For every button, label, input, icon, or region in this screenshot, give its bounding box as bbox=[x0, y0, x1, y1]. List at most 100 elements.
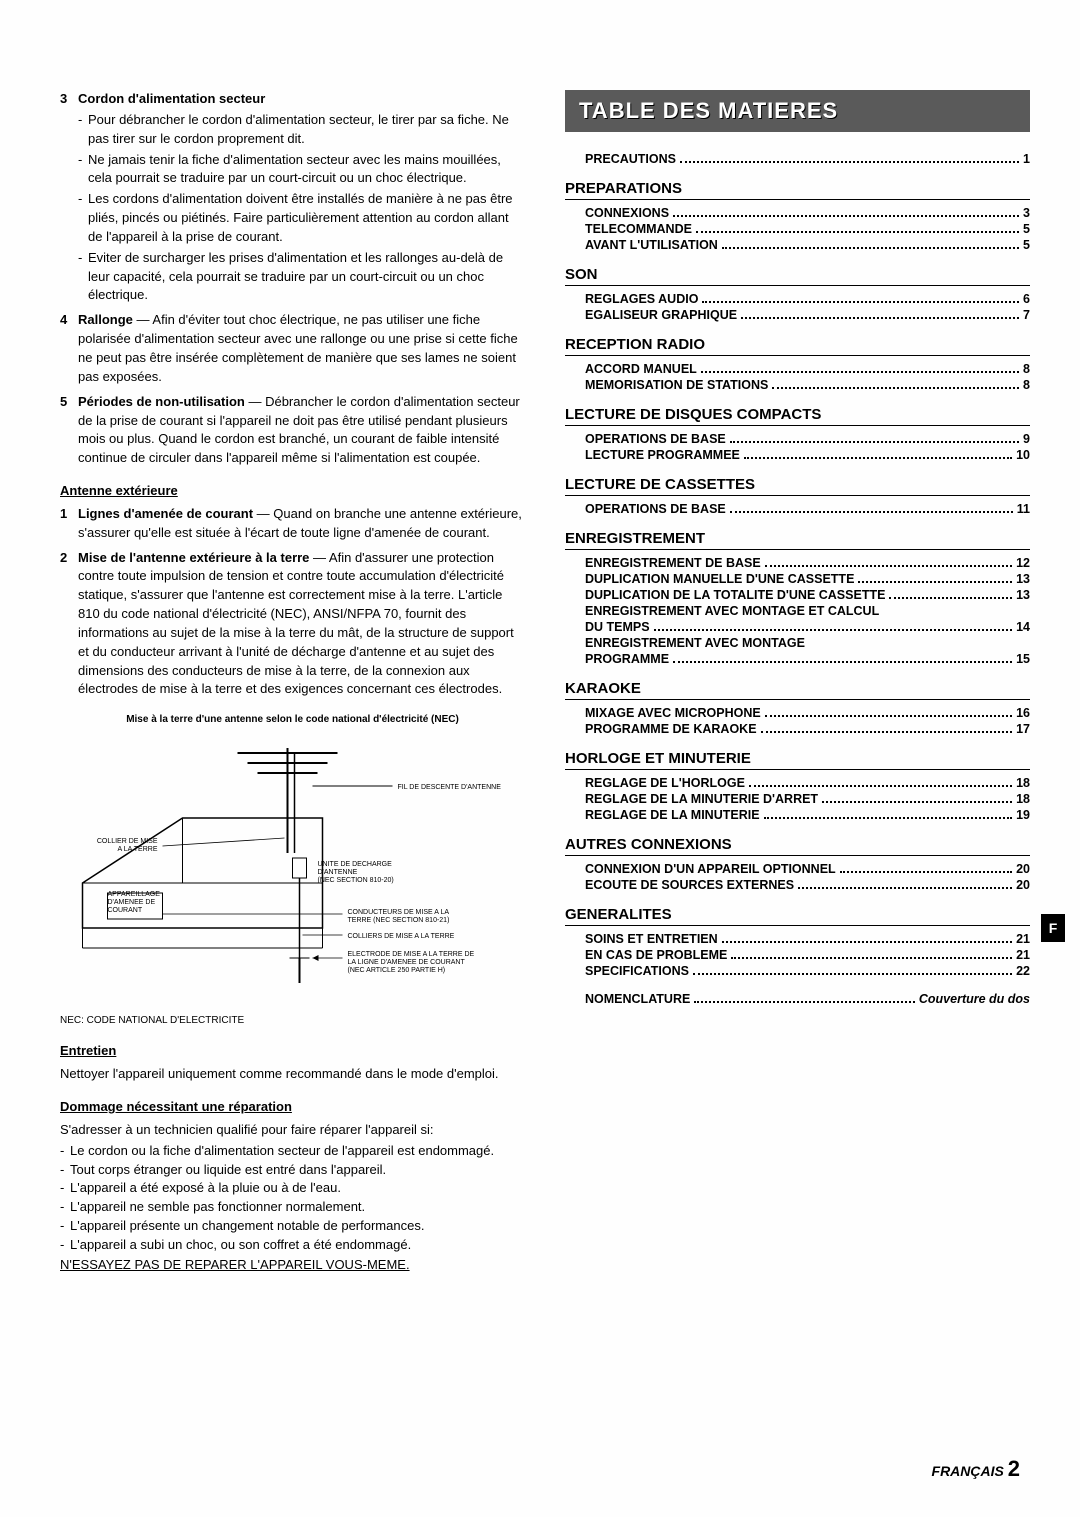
reparation-text: Tout corps étranger ou liquide est entré… bbox=[70, 1161, 386, 1180]
toc-dots bbox=[858, 581, 1012, 583]
toc-page: 22 bbox=[1016, 964, 1030, 978]
toc-title: TABLE DES MATIERES bbox=[579, 98, 838, 123]
toc-section: HORLOGE ET MINUTERIE REGLAGE DE L'HORLOGE… bbox=[565, 750, 1030, 822]
toc-line: LECTURE PROGRAMMEE10 bbox=[565, 448, 1030, 462]
item-title: Mise de l'antenne extérieure à la terre bbox=[78, 550, 309, 565]
toc-dots bbox=[694, 1001, 915, 1003]
diagram-caption: Mise à la terre d'une antenne selon le c… bbox=[60, 713, 525, 728]
toc-page: 16 bbox=[1016, 706, 1030, 720]
toc-section-title: PREPARATIONS bbox=[565, 180, 1030, 200]
toc-page: 21 bbox=[1016, 932, 1030, 946]
item-rest: — Afin d'éviter tout choc électrique, ne… bbox=[78, 312, 518, 384]
toc-line: OPERATIONS DE BASE11 bbox=[565, 502, 1030, 516]
toc-line: ENREGISTREMENT DE BASE12 bbox=[565, 556, 1030, 570]
item-number: 3 bbox=[60, 90, 78, 305]
toc-line: PROGRAMME DE KARAOKE17 bbox=[565, 722, 1030, 736]
toc-dots bbox=[749, 785, 1012, 787]
toc-label: MEMORISATION DE STATIONS bbox=[585, 378, 768, 392]
item-number: 1 bbox=[60, 505, 78, 543]
language-tab: F bbox=[1041, 914, 1065, 942]
toc-precautions: PRECAUTIONS 1 bbox=[565, 152, 1030, 166]
sub-item-text: Pour débrancher le cordon d'alimentation… bbox=[88, 111, 525, 149]
toc-label: TELECOMMANDE bbox=[585, 222, 692, 236]
toc-dots bbox=[673, 661, 1012, 663]
toc-dots bbox=[730, 511, 1013, 513]
item-title: Cordon d'alimentation secteur bbox=[78, 91, 265, 106]
sub-item-text: Ne jamais tenir la fiche d'alimentation … bbox=[88, 151, 525, 189]
toc-page: 1 bbox=[1023, 152, 1030, 166]
numbered-item: 1Lignes d'amenée de courant — Quand on b… bbox=[60, 505, 525, 543]
toc-line: SOINS ET ENTRETIEN 21 bbox=[565, 932, 1030, 946]
reparation-heading: Dommage nécessitant une réparation bbox=[60, 1098, 525, 1117]
toc-section-title: HORLOGE ET MINUTERIE bbox=[565, 750, 1030, 770]
toc-dots bbox=[761, 731, 1013, 733]
toc-dots bbox=[680, 161, 1019, 163]
toc-page: 8 bbox=[1023, 378, 1030, 392]
toc-dots bbox=[765, 565, 1012, 567]
dash: - bbox=[60, 1142, 70, 1161]
toc-label: EGALISEUR GRAPHIQUE bbox=[585, 308, 737, 322]
svg-text:LA LIGNE D'AMENEE DE COURANT: LA LIGNE D'AMENEE DE COURANT bbox=[348, 959, 466, 966]
numbered-item: 2Mise de l'antenne extérieure à la terre… bbox=[60, 549, 525, 700]
toc-line: DUPLICATION DE LA TOTALITE D'UNE CASSETT… bbox=[565, 588, 1030, 602]
toc-page: 5 bbox=[1023, 222, 1030, 236]
toc-label: ENREGISTREMENT AVEC MONTAGE bbox=[585, 636, 805, 650]
toc-section: LECTURE DE DISQUES COMPACTSOPERATIONS DE… bbox=[565, 406, 1030, 462]
item-number: 2 bbox=[60, 549, 78, 700]
reparation-intro: S'adresser à un technicien qualifié pour… bbox=[60, 1121, 525, 1140]
toc-label: PROGRAMME bbox=[585, 652, 669, 666]
toc-dots bbox=[741, 317, 1019, 319]
dash: - bbox=[60, 1179, 70, 1198]
toc-line: REGLAGE DE LA MINUTERIE D'ARRET18 bbox=[565, 792, 1030, 806]
toc-section-title: RECEPTION RADIO bbox=[565, 336, 1030, 356]
svg-text:UNITE DE DECHARGE: UNITE DE DECHARGE bbox=[318, 861, 393, 868]
toc-label: REGLAGE DE LA MINUTERIE bbox=[585, 808, 760, 822]
toc-label: MIXAGE AVEC MICROPHONE bbox=[585, 706, 761, 720]
toc-section: KARAOKEMIXAGE AVEC MICROPHONE16PROGRAMME… bbox=[565, 680, 1030, 736]
toc-dots bbox=[673, 215, 1019, 217]
toc-label: NOMENCLATURE bbox=[585, 992, 690, 1006]
numbered-item: 5Périodes de non-utilisation — Débranche… bbox=[60, 393, 525, 468]
toc-page: 18 bbox=[1016, 776, 1030, 790]
sub-item: -Eviter de surcharger les prises d'alime… bbox=[78, 249, 525, 306]
reparation-text: L'appareil a subi un choc, ou son coffre… bbox=[70, 1236, 411, 1255]
page-footer: FRANÇAIS 2 bbox=[932, 1456, 1020, 1482]
toc-page: 20 bbox=[1016, 862, 1030, 876]
toc-line: REGLAGE DE L'HORLOGE18 bbox=[565, 776, 1030, 790]
toc-page: 19 bbox=[1016, 808, 1030, 822]
svg-text:D'AMENEE DE: D'AMENEE DE bbox=[108, 899, 156, 906]
toc-line: ENREGISTREMENT AVEC MONTAGE ET CALCUL bbox=[565, 604, 1030, 618]
no-reparer-warning: N'ESSAYEZ PAS DE REPARER L'APPAREIL VOUS… bbox=[60, 1256, 525, 1275]
toc-line: AVANT L'UTILISATION5 bbox=[565, 238, 1030, 252]
toc-dots bbox=[772, 387, 1019, 389]
numbered-item: 4Rallonge — Afin d'éviter tout choc élec… bbox=[60, 311, 525, 386]
toc-section-title: GENERALITES bbox=[565, 906, 1030, 926]
item-title: Lignes d'amenée de courant bbox=[78, 506, 253, 521]
toc-dots bbox=[722, 247, 1019, 249]
toc-line: DU TEMPS14 bbox=[565, 620, 1030, 634]
sub-item-text: Eviter de surcharger les prises d'alimen… bbox=[88, 249, 525, 306]
toc-line: CONNEXIONS3 bbox=[565, 206, 1030, 220]
toc-label: CONNEXIONS bbox=[585, 206, 669, 220]
item-content: Mise de l'antenne extérieure à la terre … bbox=[78, 549, 525, 700]
toc-label: REGLAGE DE LA MINUTERIE D'ARRET bbox=[585, 792, 818, 806]
toc-line: MEMORISATION DE STATIONS 8 bbox=[565, 378, 1030, 392]
toc-label: SOINS ET ENTRETIEN bbox=[585, 932, 718, 946]
toc-label: CONNEXION D'UN APPAREIL OPTIONNEL bbox=[585, 862, 836, 876]
toc-page: 6 bbox=[1023, 292, 1030, 306]
toc-line: EN CAS DE PROBLEME21 bbox=[565, 948, 1030, 962]
svg-text:(NEC SECTION 810-20): (NEC SECTION 810-20) bbox=[318, 877, 394, 884]
toc-dots bbox=[701, 371, 1019, 373]
toc-title-bar: TABLE DES MATIERES bbox=[565, 90, 1030, 132]
dash: - bbox=[78, 111, 88, 149]
toc-page: 17 bbox=[1016, 722, 1030, 736]
item-title: Rallonge bbox=[78, 312, 133, 327]
toc-label: AVANT L'UTILISATION bbox=[585, 238, 718, 252]
toc-label: LECTURE PROGRAMMEE bbox=[585, 448, 740, 462]
toc-dots bbox=[840, 871, 1012, 873]
item-content: Cordon d'alimentation secteur -Pour débra… bbox=[78, 90, 525, 305]
toc-page: 13 bbox=[1016, 572, 1030, 586]
toc-page: Couverture du dos bbox=[919, 992, 1030, 1006]
toc-dots bbox=[822, 801, 1012, 803]
dash: - bbox=[60, 1236, 70, 1255]
